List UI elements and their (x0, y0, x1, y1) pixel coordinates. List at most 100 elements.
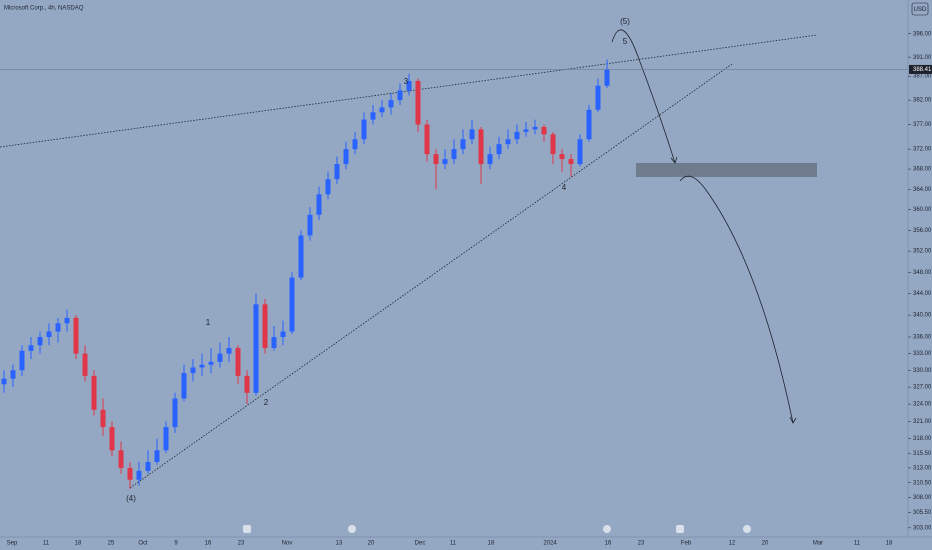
candle-body (478, 129, 484, 165)
candle-body (73, 317, 79, 354)
y-tick-label: 310.50 (913, 480, 932, 486)
candle-body (154, 450, 160, 463)
y-tick-label: 396.00 (913, 31, 932, 37)
last-price-tag (909, 64, 932, 74)
candle-body (118, 450, 124, 468)
y-tick-label: 364.00 (913, 187, 932, 193)
candle-body (586, 109, 592, 140)
candle-body (550, 134, 556, 155)
y-tick-label: 356.00 (913, 228, 932, 234)
y-tick-label: 360.00 (913, 207, 932, 213)
arrowhead (670, 156, 678, 164)
y-tick-label: 327.00 (913, 385, 932, 391)
candle-body (19, 350, 25, 371)
candle-body (91, 375, 97, 410)
x-tick-label: Sep (7, 541, 18, 547)
event-icon[interactable] (676, 525, 684, 533)
event-icon[interactable] (348, 525, 356, 533)
y-tick-label: 333.00 (913, 351, 932, 357)
candle-body (127, 467, 133, 480)
candle-body (1, 378, 7, 385)
y-tick-label: 344.00 (913, 291, 932, 297)
candle-body (352, 139, 358, 150)
candle-body (541, 126, 547, 135)
x-tick-label: 2024 (543, 541, 557, 547)
last-price-label: 388.41 (913, 67, 932, 73)
candle-body (415, 80, 421, 125)
candle-body (568, 159, 574, 165)
candle-body (190, 367, 196, 374)
y-tick-label: 352.00 (913, 249, 932, 255)
x-tick-label: Dec (415, 541, 426, 547)
event-icon[interactable] (743, 525, 751, 533)
wave-label: 5 (623, 37, 628, 46)
candle-body (442, 159, 448, 165)
candle-body (244, 375, 250, 393)
y-tick-label: 318.00 (913, 436, 932, 442)
y-tick-label: 377.00 (913, 122, 932, 128)
candle-body (559, 154, 565, 160)
y-tick-label: 391.00 (913, 55, 932, 61)
candle-body (343, 149, 349, 165)
candle-body (172, 398, 178, 428)
candle-body (316, 194, 322, 215)
candle-body (505, 139, 511, 145)
candle-body (604, 69, 610, 86)
candle-body (595, 85, 601, 110)
candle-body (370, 112, 376, 120)
x-tick-label: 18 (488, 541, 495, 547)
x-tick-label: 23 (238, 541, 245, 547)
event-icon[interactable] (243, 525, 251, 533)
candle-body (10, 370, 16, 379)
arrowhead (789, 416, 797, 424)
x-tick-label: 12 (729, 541, 736, 547)
x-tick-label: 16 (205, 541, 212, 547)
event-icon[interactable] (603, 525, 611, 533)
candle-body (577, 139, 583, 165)
chart-title: Microsoft Corp., 4h, NASDAQ (4, 6, 84, 12)
candle-body (199, 364, 205, 368)
event-icons (243, 525, 751, 533)
x-tick-label: 11 (854, 541, 861, 547)
x-tick-label: 11 (450, 541, 457, 547)
x-tick-label: Oct (138, 541, 148, 547)
candle-body (208, 361, 214, 365)
x-tick-label: 18 (75, 541, 82, 547)
candle-body (109, 427, 115, 451)
y-tick-label: 368.00 (913, 167, 932, 173)
candle-body (289, 277, 295, 332)
candle-body (271, 337, 277, 349)
candle-body (514, 131, 520, 140)
currency-label: USD (914, 7, 927, 13)
x-tick-label: Feb (681, 541, 692, 547)
candle-body (496, 144, 502, 155)
candle-body (217, 353, 223, 362)
candle-body (361, 119, 367, 140)
x-tick-label: Mar (813, 541, 823, 547)
x-tick-label: 11 (43, 541, 50, 547)
candle-body (82, 353, 88, 376)
wave-label: 4 (562, 183, 567, 192)
candle-body (55, 323, 61, 332)
wave-label: 1 (206, 318, 211, 327)
candle-body (460, 139, 466, 150)
candle-body (100, 409, 106, 428)
y-tick-label: 315.50 (913, 451, 932, 457)
x-tick-label: 18 (886, 541, 893, 547)
y-tick-label: 336.00 (913, 335, 932, 341)
candle-body (424, 124, 430, 155)
wave-label: 2 (264, 398, 269, 407)
x-tick-label: 16 (605, 541, 612, 547)
y-tick-label: 321.00 (913, 419, 932, 425)
y-tick-label: 313.00 (913, 465, 932, 471)
x-tick-label: 13 (336, 541, 343, 547)
y-tick-label: 308.00 (913, 495, 932, 501)
candle-body (325, 179, 331, 195)
currency-box[interactable] (911, 2, 929, 16)
x-tick-label: Nov (282, 541, 293, 547)
y-tick-label: 340.00 (913, 313, 932, 319)
candle-body (226, 348, 232, 354)
